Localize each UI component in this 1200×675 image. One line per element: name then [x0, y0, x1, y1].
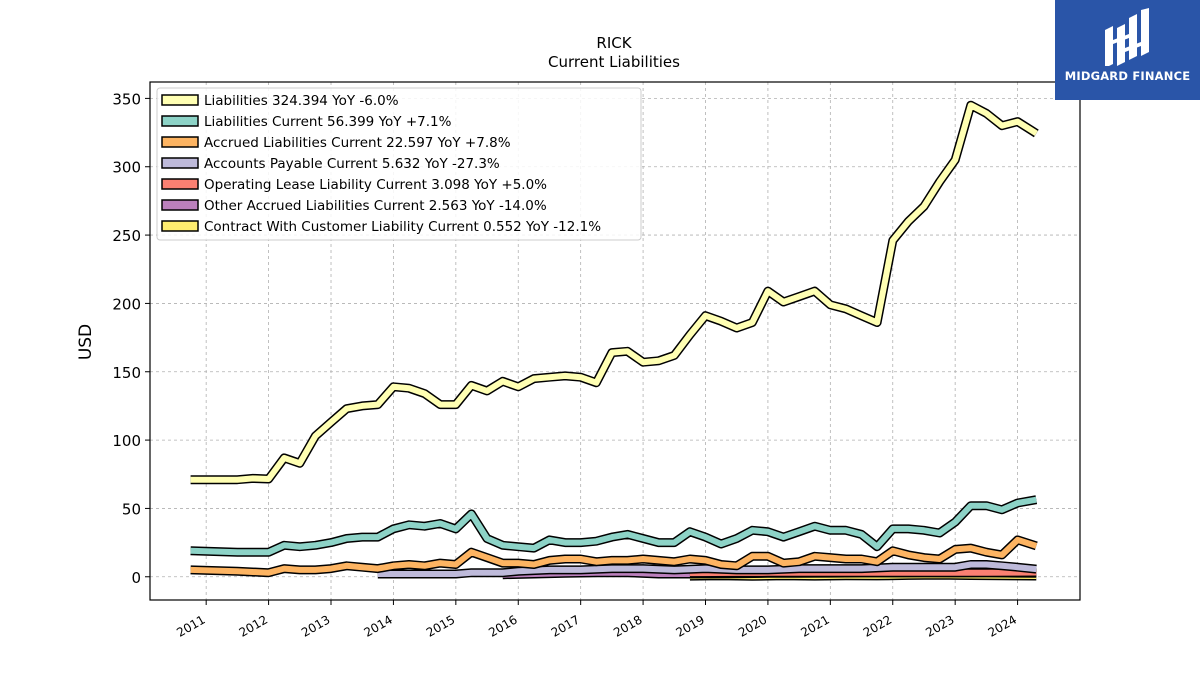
legend-entry: Liabilities Current 56.399 YoY +7.1%	[204, 114, 452, 130]
legend-swatch	[161, 94, 199, 106]
y-tick-label: 350	[112, 90, 141, 108]
midgard-finance-logo: MIDGARD FINANCE	[1055, 0, 1200, 100]
y-tick-label: 300	[112, 159, 141, 177]
chart-subtitle: Current Liabilities	[548, 53, 680, 71]
legend-entry: Contract With Customer Liability Current…	[204, 219, 601, 235]
legend-swatch	[161, 157, 199, 169]
y-tick-label: 0	[131, 569, 141, 587]
legend: Liabilities 324.394 YoY -6.0% Liabilities…	[156, 87, 642, 241]
x-tick-label: 2021	[798, 612, 831, 639]
chart-title: RICK	[596, 34, 632, 52]
y-axis-label: USD	[76, 324, 96, 360]
x-tick-label: 2020	[736, 612, 769, 639]
legend-box	[156, 87, 642, 241]
x-tick-label: 2012	[237, 612, 270, 639]
x-tick-label: 2022	[861, 612, 894, 639]
y-tick-label: 50	[122, 500, 141, 518]
legend-entry: Other Accrued Liabilities Current 2.563 …	[204, 198, 547, 214]
x-tick-label: 2023	[923, 612, 956, 639]
x-tick-label: 2017	[549, 612, 582, 639]
grid-lines	[150, 82, 1080, 600]
x-tick-label: 2013	[299, 612, 332, 639]
logo-text: MIDGARD FINANCE	[1064, 69, 1191, 83]
series-line-2	[190, 535, 1038, 578]
series-line-3	[377, 560, 1037, 579]
series-stroke	[190, 102, 1038, 483]
series-stroke	[377, 561, 1037, 577]
x-tick-label: 2018	[611, 612, 644, 639]
legend-entry: Liabilities 324.394 YoY -6.0%	[204, 93, 399, 109]
legend-swatch	[161, 199, 199, 211]
legend-entry: Accrued Liabilities Current 22.597 YoY +…	[204, 135, 511, 151]
series-line-1	[190, 495, 1038, 557]
legend-swatch	[161, 178, 199, 190]
plot-frame	[149, 81, 1081, 601]
x-tick-label: 2024	[986, 612, 1019, 639]
series-line-0	[190, 100, 1039, 485]
x-tick-label: 2011	[174, 612, 207, 639]
x-tick-label: 2015	[424, 612, 457, 639]
x-tick-label: 2019	[674, 612, 707, 639]
legend-entry: Operating Lease Liability Current 3.098 …	[204, 177, 547, 193]
y-tick-label: 150	[112, 364, 141, 382]
x-tick-label: 2014	[361, 612, 394, 639]
series-lines	[190, 100, 1039, 581]
legend-swatch	[161, 220, 199, 232]
y-tick-label: 250	[112, 227, 141, 245]
x-tick-label: 2016	[486, 612, 519, 639]
y-tick-label: 100	[112, 432, 141, 450]
legend-entry: Accounts Payable Current 5.632 YoY -27.3…	[204, 156, 500, 172]
legend-swatch	[161, 136, 199, 148]
midgard-finance-logo-icon	[1105, 8, 1149, 66]
y-tick-label: 200	[112, 295, 141, 313]
series-stroke	[190, 496, 1037, 556]
series-stroke	[190, 536, 1038, 576]
legend-swatch	[161, 115, 199, 127]
